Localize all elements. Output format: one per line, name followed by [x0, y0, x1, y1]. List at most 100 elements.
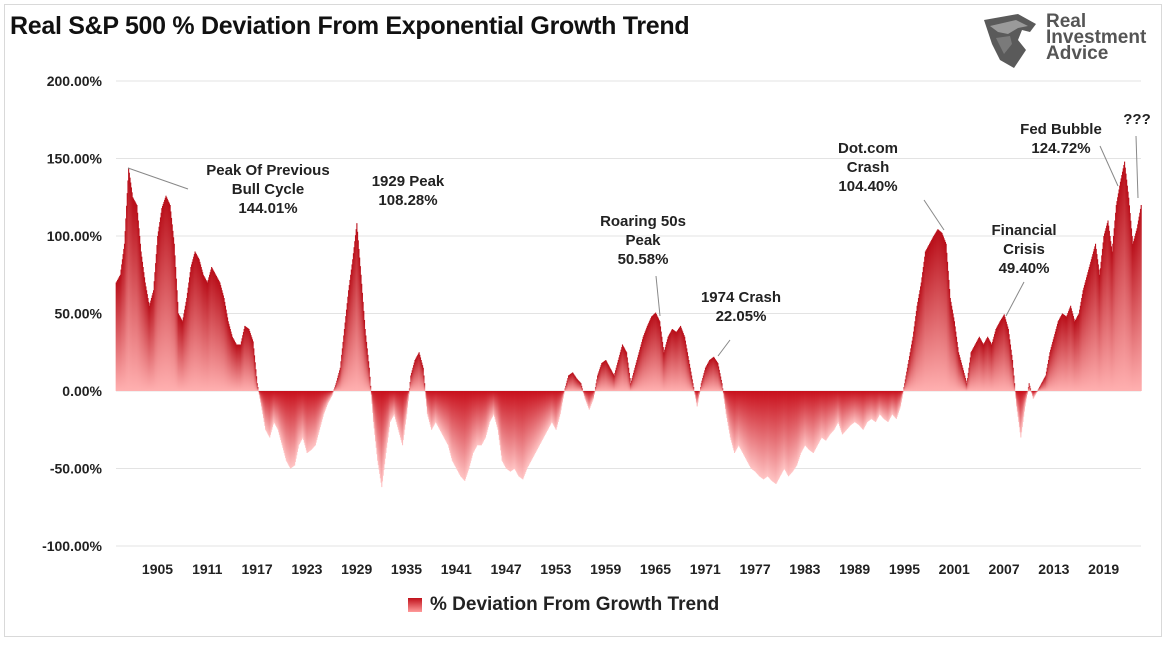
- deviation-bar: [1137, 224, 1139, 391]
- legend-label: % Deviation From Growth Trend: [430, 594, 720, 615]
- deviation-bar: [485, 391, 487, 435]
- deviation-bar: [529, 391, 532, 463]
- deviation-bar: [835, 391, 837, 426]
- deviation-bar: [602, 362, 604, 391]
- deviation-bar: [402, 391, 404, 441]
- deviation-bar: [1045, 371, 1047, 391]
- deviation-bar: [364, 329, 366, 391]
- deviation-bar: [293, 391, 295, 466]
- deviation-bar: [1059, 317, 1061, 391]
- deviation-bar: [749, 391, 751, 468]
- deviation-bar: [648, 322, 650, 391]
- deviation-bar: [850, 391, 852, 426]
- deviation-bar: [442, 391, 444, 435]
- deviation-bar: [606, 361, 608, 391]
- deviation-bar: [1051, 344, 1053, 391]
- deviation-bar: [1077, 316, 1079, 391]
- deviation-bar: [422, 367, 424, 391]
- deviation-bar: [934, 233, 936, 391]
- annotation-label: Financial: [991, 222, 1056, 239]
- deviation-bar: [288, 391, 290, 466]
- deviation-bar: [972, 348, 974, 391]
- deviation-bar: [1001, 317, 1003, 391]
- deviation-bar: [682, 333, 684, 391]
- deviation-bar: [481, 391, 483, 444]
- deviation-bar: [359, 257, 361, 391]
- deviation-bar: [566, 380, 568, 391]
- deviation-bar: [184, 305, 186, 391]
- deviation-bar: [506, 391, 508, 470]
- deviation-bar: [988, 339, 990, 391]
- deviation-bar: [857, 391, 859, 425]
- deviation-bar: [245, 326, 247, 391]
- deviation-bar: [864, 391, 866, 428]
- deviation-bar: [448, 391, 450, 448]
- deviation-bar: [218, 281, 220, 391]
- deviation-bar: [527, 391, 529, 468]
- deviation-bar: [395, 391, 397, 422]
- deviation-bar: [848, 391, 850, 428]
- deviation-bar: [745, 391, 747, 460]
- deviation-bar: [1005, 321, 1007, 391]
- deviation-bar: [435, 391, 437, 424]
- deviation-bar: [781, 391, 783, 473]
- deviation-bar: [195, 252, 197, 391]
- deviation-bar: [296, 391, 298, 456]
- deviation-bar: [937, 229, 939, 391]
- deviation-bar: [1040, 384, 1042, 391]
- deviation-bar: [384, 391, 386, 459]
- deviation-bar: [581, 385, 583, 391]
- deviation-bar: [954, 326, 956, 391]
- deviation-bar: [1080, 301, 1082, 391]
- deviation-bar: [801, 391, 803, 452]
- deviation-bar: [872, 391, 875, 421]
- deviation-bar: [144, 277, 146, 391]
- deviation-bar: [410, 375, 412, 391]
- deviation-bar: [702, 378, 704, 391]
- deviation-bar: [876, 391, 878, 420]
- deviation-bar: [879, 391, 882, 416]
- deviation-bar: [270, 391, 272, 433]
- deviation-bar: [317, 391, 319, 435]
- deviation-bar: [273, 391, 275, 422]
- deviation-bar: [978, 338, 980, 391]
- deviation-bar: [1126, 185, 1128, 391]
- deviation-bar: [140, 251, 142, 391]
- deviation-bar: [715, 359, 717, 391]
- deviation-bar: [477, 391, 479, 446]
- deviation-bar: [740, 391, 742, 450]
- deviation-bar: [612, 372, 614, 391]
- deviation-bar: [789, 391, 791, 475]
- deviation-bar: [798, 391, 801, 458]
- deviation-bar: [622, 345, 624, 391]
- deviation-bar: [1026, 391, 1028, 395]
- deviation-bar: [493, 391, 495, 415]
- deviation-bar: [700, 383, 702, 391]
- deviation-bar: [912, 336, 914, 391]
- deviation-bar: [517, 391, 519, 475]
- deviation-bar: [431, 391, 433, 429]
- deviation-bar: [413, 365, 415, 391]
- deviation-bar: [838, 391, 840, 425]
- deviation-bar: [389, 391, 391, 422]
- deviation-bar: [166, 198, 168, 391]
- deviation-bar: [1097, 264, 1099, 391]
- deviation-bar: [531, 391, 533, 460]
- deviation-bar: [729, 391, 731, 434]
- deviation-bar: [1037, 389, 1039, 391]
- deviation-bar: [872, 391, 874, 420]
- deviation-bar: [286, 391, 288, 463]
- annotation-leader: [1099, 145, 1119, 187]
- deviation-bar: [925, 250, 927, 391]
- deviation-bar: [590, 391, 592, 405]
- deviation-bar: [392, 391, 395, 416]
- deviation-bar: [711, 358, 713, 391]
- deviation-bar: [908, 356, 911, 391]
- deviation-bar: [233, 339, 235, 391]
- deviation-bar: [428, 391, 431, 422]
- deviation-bar: [1124, 161, 1126, 391]
- deviation-bar: [1059, 318, 1061, 391]
- x-tick-label: 2019: [1088, 561, 1119, 577]
- deviation-bar: [459, 391, 461, 475]
- deviation-bar: [196, 255, 198, 391]
